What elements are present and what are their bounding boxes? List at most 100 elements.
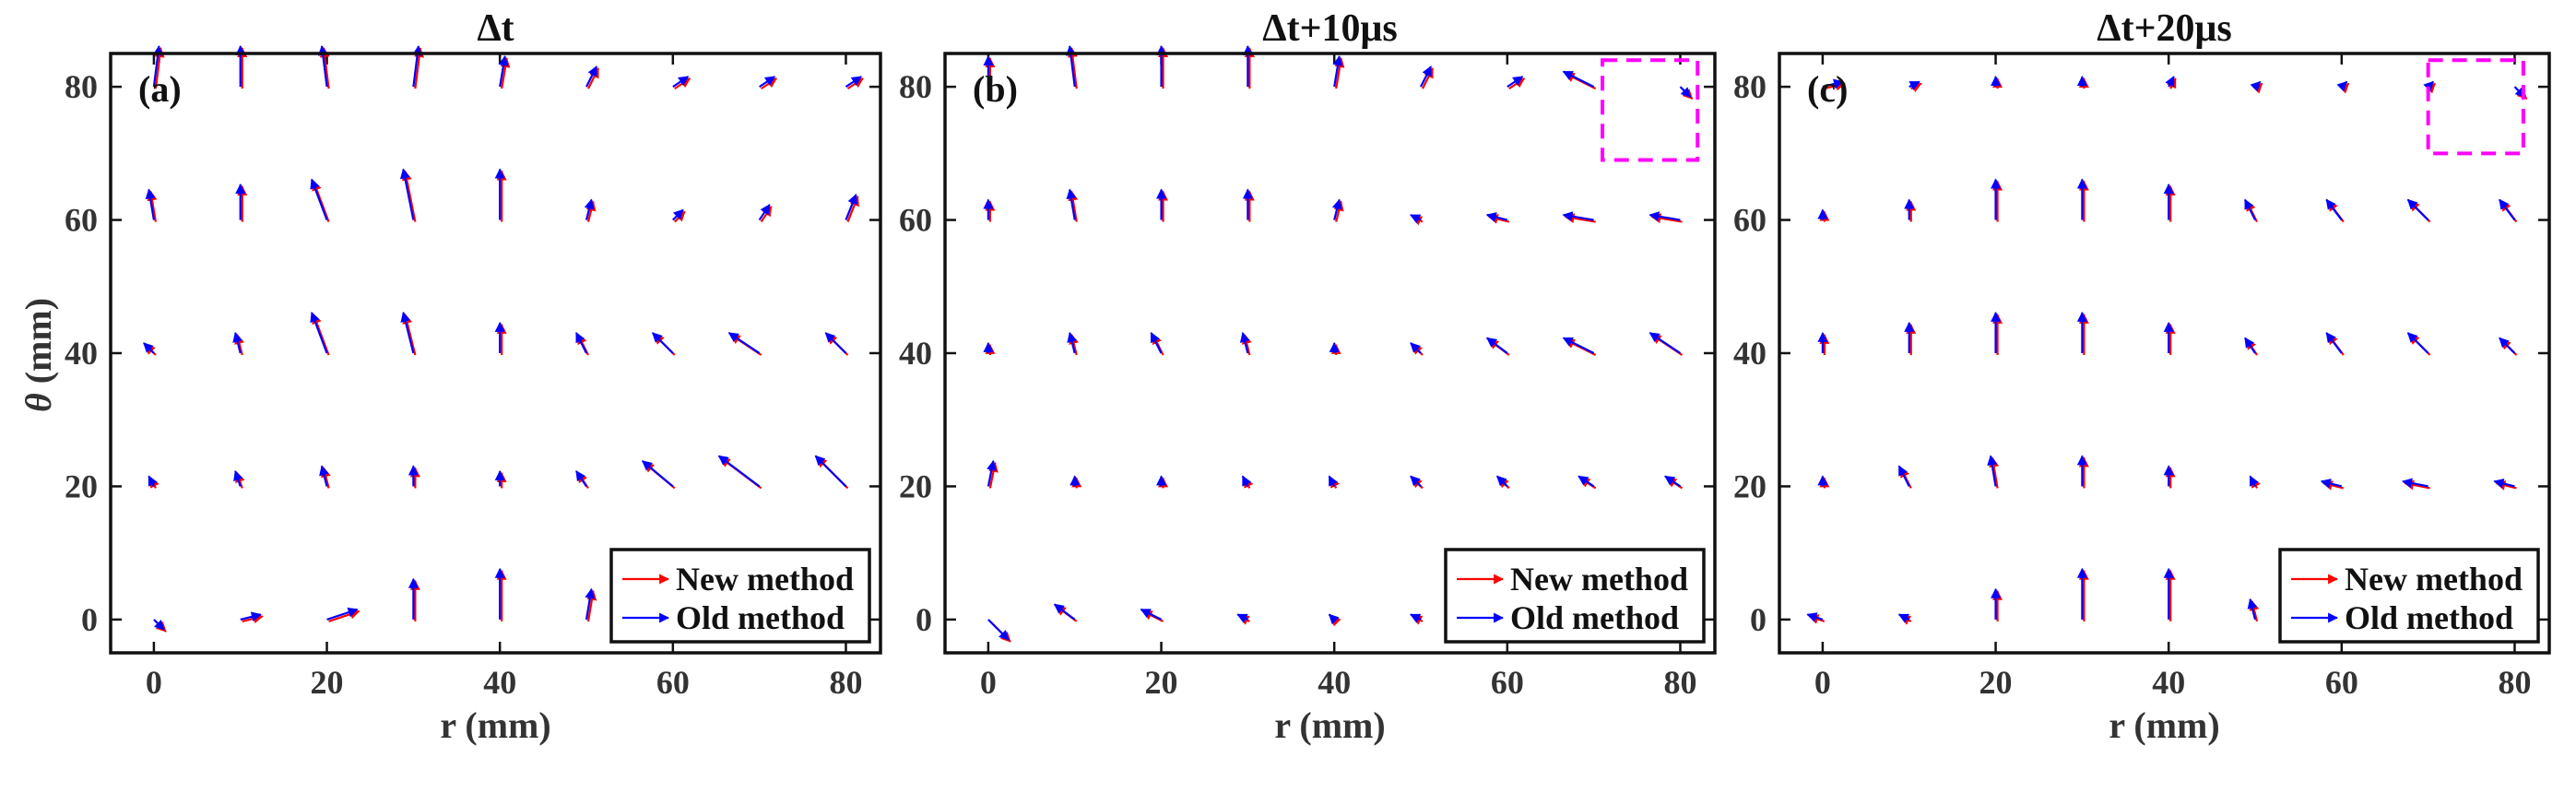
old-method-arrow [2325, 332, 2343, 354]
old-method-arrow [1066, 188, 1077, 220]
new-method-arrow [312, 180, 330, 222]
x-tick-label: 0 [1814, 664, 1831, 701]
legend-label-old: Old method [1510, 599, 1679, 636]
axes-frame [1778, 52, 2551, 655]
old-method-arrow [498, 55, 509, 88]
old-method-arrow [145, 188, 156, 220]
old-method-arrow [575, 470, 587, 488]
old-method-arrow [1679, 86, 1692, 98]
old-method-arrow [2406, 198, 2429, 221]
old-method-arrow [1648, 211, 1681, 222]
old-method-arrow [2499, 337, 2516, 354]
new-method-arrow [328, 609, 360, 622]
x-tick-label: 80 [2498, 664, 2531, 701]
new-method-arrow [402, 313, 417, 356]
old-method-arrow [652, 332, 674, 354]
old-method-arrow [2423, 80, 2434, 92]
x-tick-label: 60 [2325, 664, 2358, 701]
old-method-arrow [1328, 613, 1340, 625]
old-method-arrow [2249, 475, 2259, 487]
old-method-arrow [1067, 331, 1077, 354]
panel-label: (a) [138, 68, 182, 110]
legend-label-new: New method [2345, 561, 2523, 598]
old-method-arrow [2336, 80, 2348, 92]
y-tick-label: 40 [65, 335, 98, 372]
old-method-arrow [1140, 608, 1163, 621]
old-method-arrow [148, 475, 158, 487]
y-tick-label: 20 [65, 468, 98, 504]
panel-title: Δt+20μs [2097, 7, 2231, 50]
old-method-arrow [1328, 475, 1339, 487]
old-method-arrow [845, 76, 862, 89]
new-method-arrow [312, 313, 330, 356]
vector-field [1806, 76, 2528, 625]
panel-title: Δt+10μs [1262, 7, 1397, 50]
old-method-arrow [2244, 198, 2256, 221]
legend-label-old: Old method [2345, 599, 2513, 636]
y-tick-label: 40 [899, 335, 932, 372]
old-method-arrow [319, 465, 329, 487]
old-method-arrow [1496, 475, 1508, 488]
old-method-arrow [1485, 212, 1508, 222]
new-method-arrow [401, 170, 417, 222]
axes-frame [943, 52, 1717, 655]
y-tick-label: 20 [899, 468, 932, 504]
x-tick-label: 60 [1491, 664, 1524, 701]
old-method-arrow [1410, 342, 1422, 354]
zoom-highlight-box [1601, 58, 1700, 162]
old-method-arrow [585, 587, 596, 621]
old-method-arrow [1648, 332, 1682, 354]
x-tick-label: 40 [2152, 664, 2185, 701]
y-tick-label: 20 [1733, 468, 1767, 504]
old-method-arrow [1053, 603, 1076, 621]
vector-field [143, 45, 864, 633]
old-method-arrow [2250, 80, 2262, 92]
x-tick-label: 20 [1145, 664, 1178, 701]
old-method-arrow [1908, 80, 1920, 90]
old-method-arrow [1987, 455, 1998, 487]
old-method-arrow [2247, 598, 2258, 621]
x-tick-label: 40 [1318, 664, 1351, 701]
old-method-arrow [1239, 331, 1250, 354]
old-method-arrow [1562, 70, 1595, 89]
old-method-arrow [1410, 214, 1422, 224]
old-method-arrow [1420, 65, 1432, 88]
old-method-arrow [1897, 613, 1910, 623]
old-method-arrow [2406, 332, 2429, 354]
panel-title: Δt [477, 7, 514, 50]
old-method-arrow [232, 331, 242, 354]
old-method-arrow [1150, 332, 1163, 354]
x-tick-label: 20 [311, 664, 344, 701]
legend-label-new: New method [676, 561, 854, 598]
old-method-arrow [1562, 337, 1595, 354]
old-method-arrow [1410, 613, 1422, 623]
old-method-arrow [1664, 475, 1682, 488]
x-tick-label: 40 [483, 664, 516, 701]
old-method-arrow [1410, 475, 1422, 488]
old-method-arrow [2499, 198, 2516, 221]
old-method-arrow [1331, 198, 1342, 220]
old-method-arrow [2244, 337, 2256, 354]
x-tick-label: 0 [980, 664, 997, 701]
old-method-arrow [1485, 337, 1508, 354]
y-tick-label: 80 [899, 68, 932, 105]
y-tick-label: 60 [65, 202, 98, 239]
legend-label-new: New method [1510, 561, 1688, 598]
old-method-arrow [143, 342, 155, 354]
legend-box [1444, 548, 1706, 644]
old-method-arrow [759, 76, 776, 89]
zoom-highlight-box [2426, 58, 2525, 156]
old-method-arrow [1507, 76, 1524, 89]
old-method-arrow [233, 469, 243, 487]
old-method-arrow [987, 619, 1010, 641]
x-tick-label: 0 [146, 664, 162, 701]
old-method-arrow [1241, 475, 1252, 487]
y-tick-label: 0 [81, 601, 98, 638]
old-method-arrow [1236, 613, 1248, 623]
old-method-arrow [153, 619, 165, 631]
old-method-arrow [1897, 465, 1910, 487]
old-method-arrow [240, 611, 262, 622]
